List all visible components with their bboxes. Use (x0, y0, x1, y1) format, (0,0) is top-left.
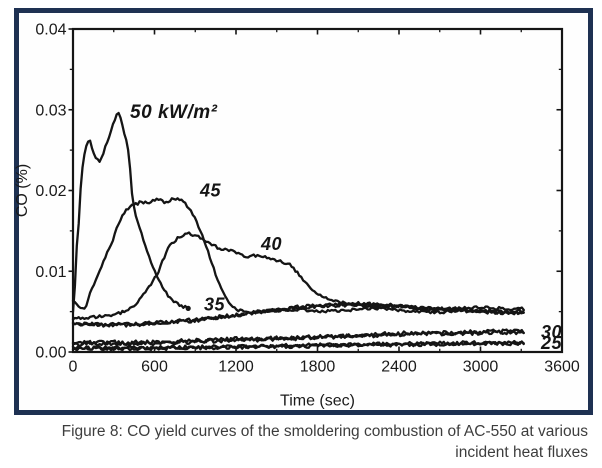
curve-label-hf40: 40 (260, 234, 282, 254)
plot-frame (71, 27, 564, 354)
y-axis-tick-label: 0.03 (35, 102, 66, 119)
x-axis-tick-label: 600 (141, 359, 168, 376)
x-axis-tick-label: 3000 (463, 359, 499, 376)
series-curve-hf50 (71, 111, 189, 314)
x-axis-tick-label: 0 (69, 359, 78, 376)
series-curve-hf50-endpoint (185, 305, 191, 311)
curve-label-hf30: 30 (541, 322, 562, 342)
series-curve-hf25 (71, 340, 525, 352)
x-axis-tick-label: 2400 (381, 359, 417, 376)
series-curve-hf30 (71, 329, 525, 347)
series-curve-hf35 (71, 302, 525, 328)
curve-label-hf25: 25 (540, 333, 563, 353)
x-axis-tick-label: 1800 (300, 359, 336, 376)
caption-line-1: Figure 8: CO yield curves of the smolder… (61, 423, 588, 440)
y-axis-tick-label: 0.01 (35, 264, 66, 281)
x-axis-title: Time (sec) (280, 393, 355, 410)
figure-caption: Figure 8: CO yield curves of the smolder… (14, 421, 588, 463)
curve-label-hf35: 35 (204, 294, 226, 314)
y-axis-tick-label: 0.02 (35, 183, 66, 200)
y-axis-title: CO (%) (14, 164, 31, 217)
curve-label-hf45: 45 (199, 181, 222, 201)
series-curve-hf35 (71, 300, 525, 327)
y-axis-tick-label: 0.04 (35, 22, 66, 39)
x-axis-tick-label: 3600 (544, 359, 580, 376)
caption-line-2: incident heat fluxes (455, 444, 588, 461)
x-axis-tick-label: 1200 (218, 359, 254, 376)
y-axis-tick-label: 0.00 (35, 345, 66, 362)
curve-label-hf50: 50 kW/m² (130, 102, 218, 123)
